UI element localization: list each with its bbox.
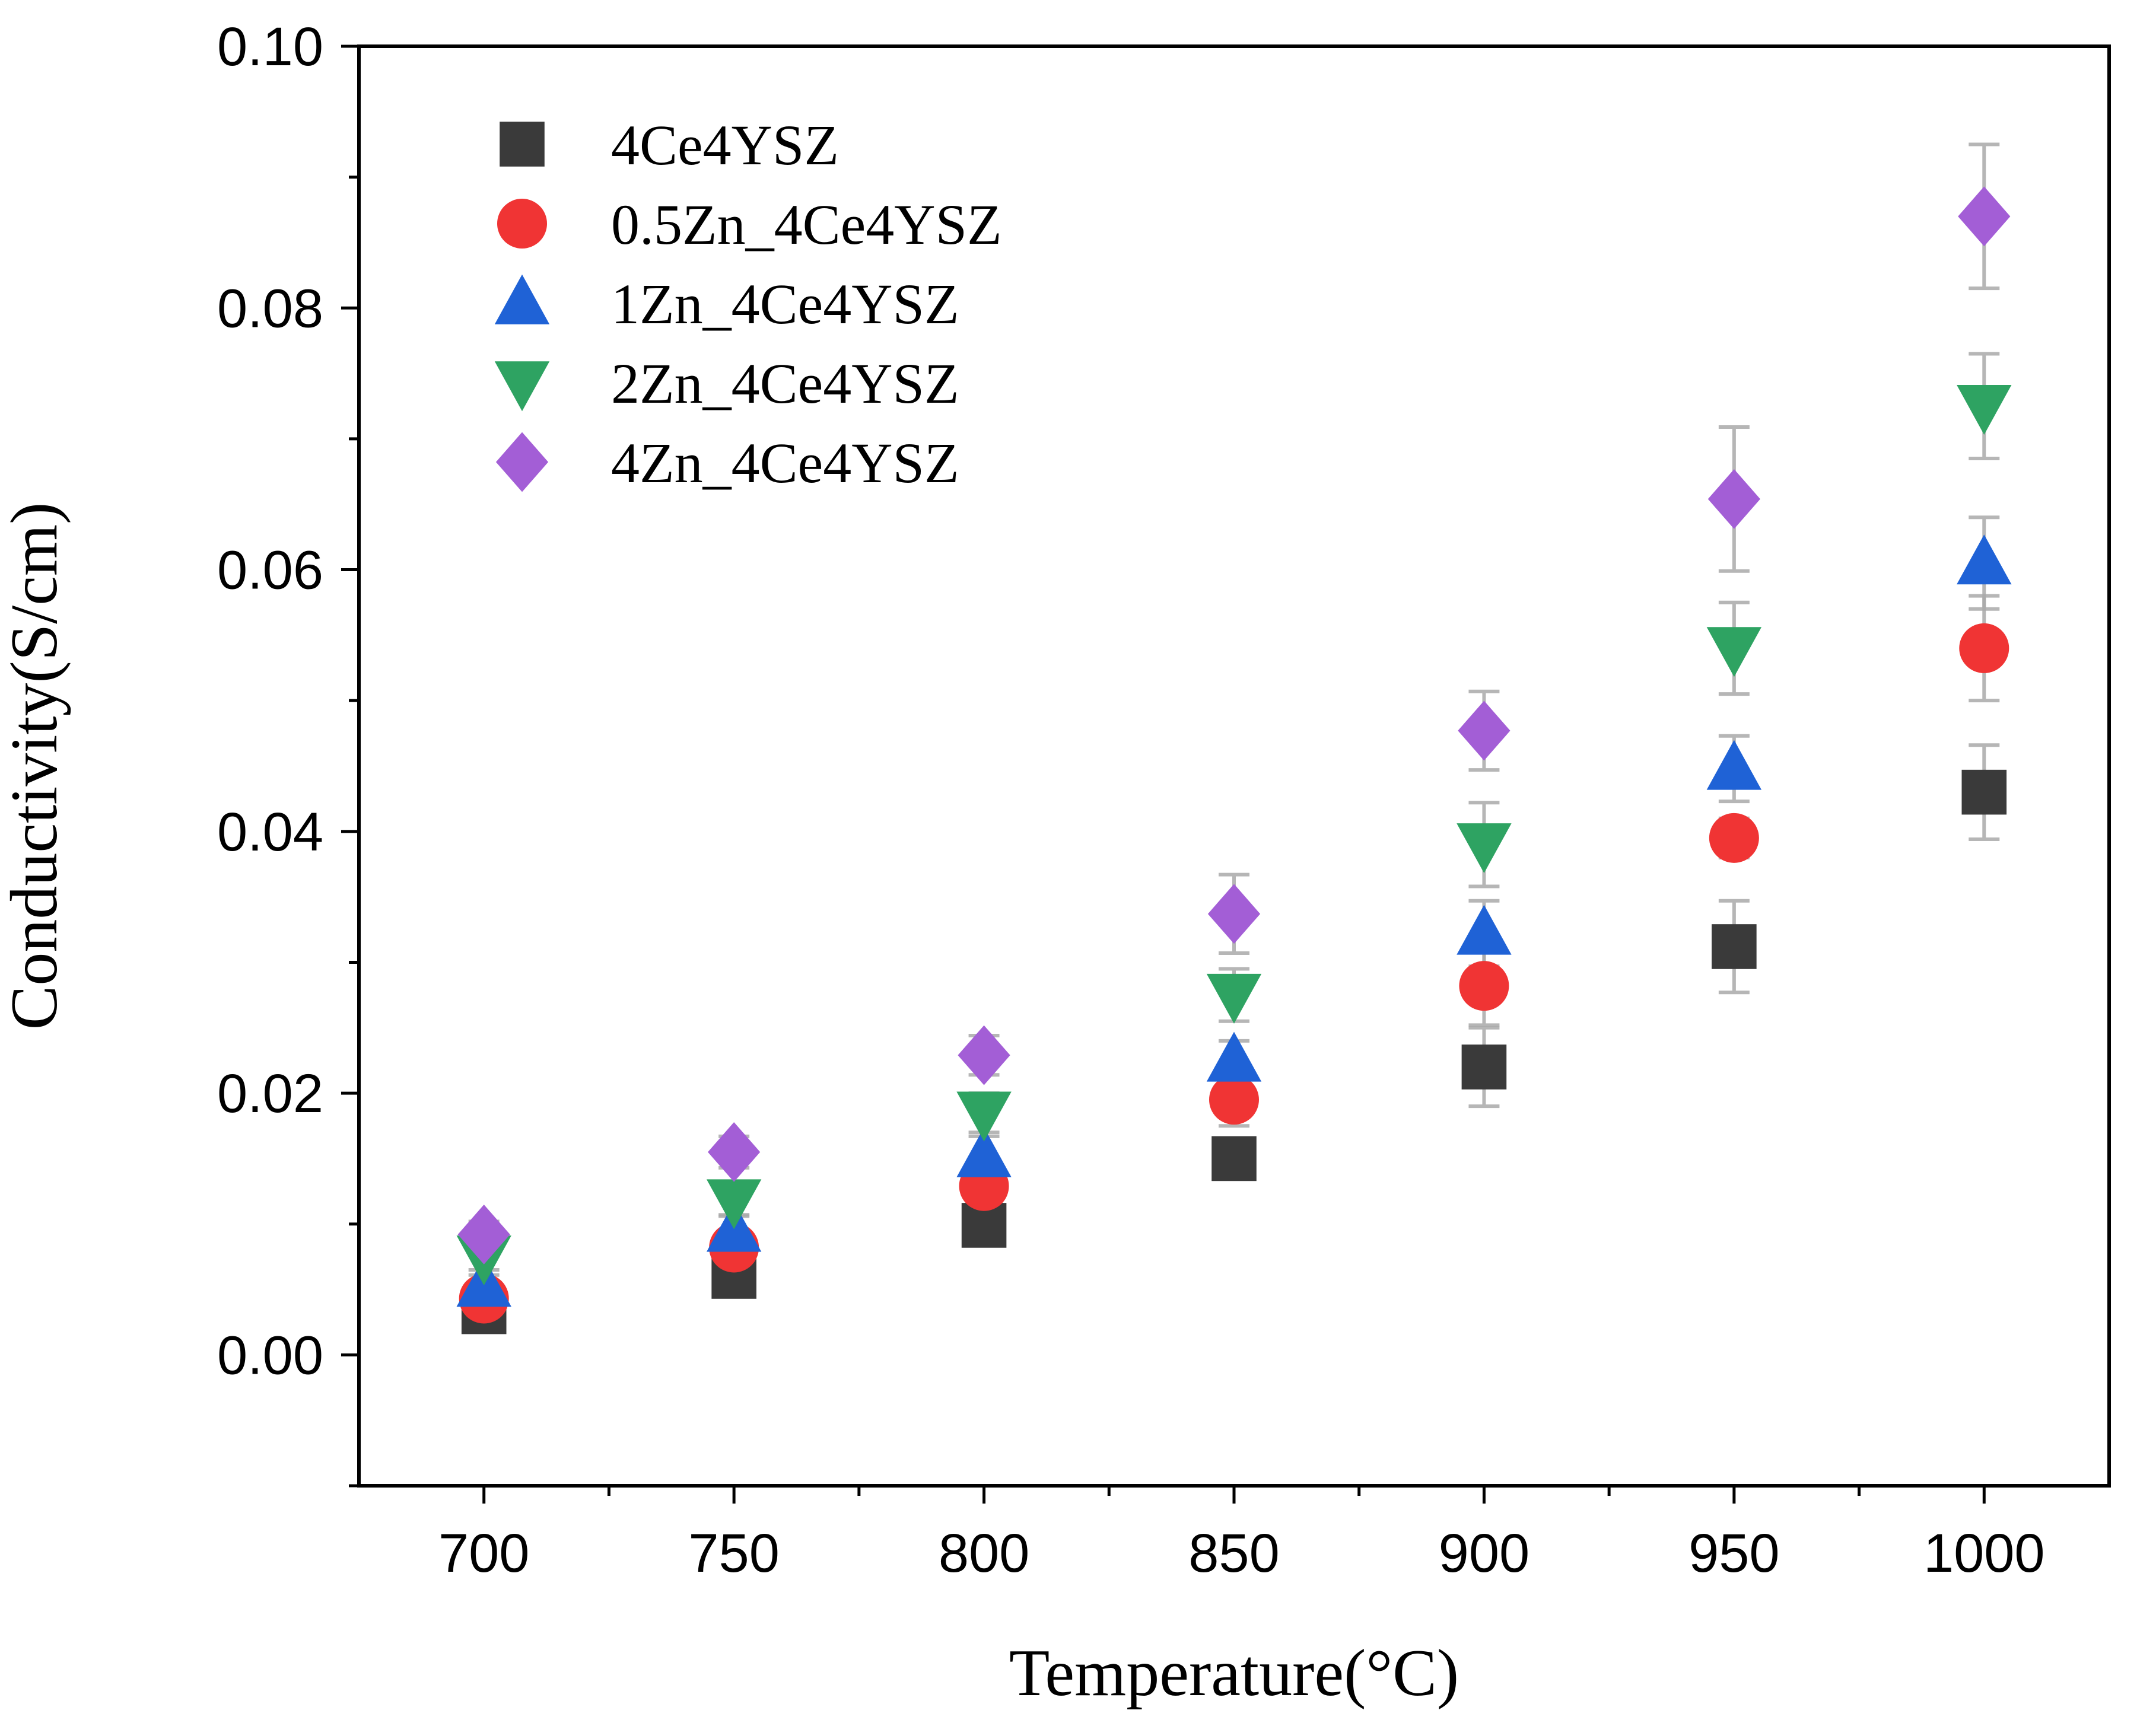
data-point-1zn-4ce4ysz (1957, 534, 2012, 585)
data-point-4zn-4ce4ysz (457, 1204, 510, 1265)
data-point-4zn-4ce4ysz (1707, 469, 1760, 529)
legend-marker (500, 122, 545, 167)
legend: 4Ce4YSZ 0.5Zn_4Ce4YSZ 1Zn_4Ce4YSZ 2Zn_4Ce4Y… (494, 113, 1002, 495)
data-point-4ce4ysz (1961, 769, 2007, 815)
x-axis-title: Temperature(°C) (1009, 1636, 1459, 1710)
y-tick-label: 0.08 (217, 278, 323, 339)
data-point-0-5zn-4ce4ysz (1709, 813, 1759, 863)
data-point-4zn-4ce4ysz (1958, 186, 2011, 247)
y-axis-title: Conductivity(S/cm) (0, 502, 71, 1030)
legend-marker (494, 274, 550, 324)
y-tick-label: 0.02 (217, 1063, 323, 1124)
data-point-4zn-4ce4ysz (708, 1122, 761, 1182)
legend-label: 2Zn_4Ce4YSZ (611, 352, 959, 415)
data-point-0-5zn-4ce4ysz (1209, 1075, 1259, 1125)
legend-item: 2Zn_4Ce4YSZ (494, 352, 959, 415)
data-point-2zn-4ce4ysz (1206, 973, 1262, 1024)
data-point-4zn-4ce4ysz (1458, 700, 1511, 761)
legend-label: 0.5Zn_4Ce4YSZ (611, 193, 1002, 256)
x-tick-label: 750 (688, 1523, 780, 1584)
y-tick-label: 0.00 (217, 1325, 323, 1386)
legend-marker (497, 199, 547, 249)
data-point-4zn-4ce4ysz (1207, 884, 1261, 944)
data-point-4ce4ysz (1461, 1044, 1507, 1090)
legend-item: 1Zn_4Ce4YSZ (494, 272, 959, 336)
data-point-4zn-4ce4ysz (958, 1025, 1010, 1085)
data-point-2zn-4ce4ysz (1957, 385, 2012, 435)
x-tick-label: 1000 (1923, 1523, 2045, 1584)
data-point-2zn-4ce4ysz (956, 1091, 1012, 1142)
data-point-2zn-4ce4ysz (1457, 823, 1512, 874)
data-point-1zn-4ce4ysz (1457, 905, 1512, 955)
data-point-2zn-4ce4ysz (706, 1179, 762, 1230)
data-point-0-5zn-4ce4ysz (1459, 961, 1509, 1011)
legend-item: 0.5Zn_4Ce4YSZ (497, 193, 1002, 256)
markers-layer (456, 186, 2012, 1335)
plot-frame (357, 44, 2111, 1488)
y-tick-label: 0.04 (217, 802, 323, 862)
y-tick-label: 0.06 (217, 540, 323, 601)
legend-label: 4Zn_4Ce4YSZ (611, 431, 959, 495)
data-point-1zn-4ce4ysz (1706, 740, 1762, 790)
x-tick-label: 800 (939, 1523, 1030, 1584)
legend-marker (495, 432, 549, 492)
legend-item: 4Zn_4Ce4YSZ (495, 431, 959, 495)
data-point-4ce4ysz (1211, 1136, 1257, 1181)
data-point-2zn-4ce4ysz (1706, 627, 1762, 677)
y-tick-label: 0.10 (217, 17, 323, 77)
data-point-0-5zn-4ce4ysz (1959, 623, 2009, 673)
x-tick-label: 700 (438, 1523, 530, 1584)
data-point-4ce4ysz (1712, 924, 1757, 969)
data-point-1zn-4ce4ysz (956, 1127, 1012, 1177)
data-point-1zn-4ce4ysz (1206, 1031, 1262, 1082)
legend-label: 4Ce4YSZ (611, 113, 839, 177)
ticks-layer: 700 750 800 850 900 950 1000 0.00 0.02 0.04 0.06 0.… (217, 17, 2045, 1584)
legend-label: 1Zn_4Ce4YSZ (611, 272, 959, 336)
x-tick-label: 850 (1188, 1523, 1280, 1584)
legend-marker (494, 361, 550, 412)
x-tick-label: 900 (1439, 1523, 1530, 1584)
x-tick-label: 950 (1688, 1523, 1780, 1584)
legend-item: 4Ce4YSZ (500, 113, 839, 177)
